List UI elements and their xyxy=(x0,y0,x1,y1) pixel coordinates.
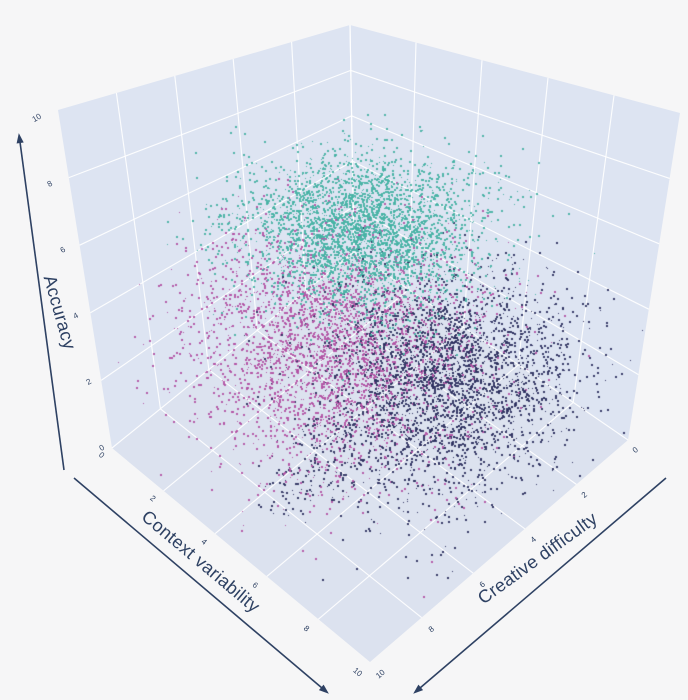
context-variability-tick-label: 10 xyxy=(351,666,364,679)
creative-difficulty-tick-label: 4 xyxy=(529,534,539,544)
context-variability-tick-label: 2 xyxy=(148,494,158,504)
context-variability-tick-label: 8 xyxy=(302,624,312,634)
creative-difficulty-tick-label: 10 xyxy=(374,667,387,680)
creative-difficulty-tick-label: 2 xyxy=(580,490,590,500)
accuracy-tick-label: 8 xyxy=(46,179,55,189)
context-variability-tick-label: 4 xyxy=(199,537,209,547)
accuracy-tick-label: 10 xyxy=(31,111,44,124)
accuracy-tick-label: 6 xyxy=(59,245,68,255)
accuracy-axis-line-arrowhead xyxy=(16,133,24,144)
context-variability-tick-label: 0 xyxy=(97,450,107,460)
context-variability-tick-label: 6 xyxy=(251,580,261,590)
accuracy-tick-label: 2 xyxy=(85,377,94,387)
creative-difficulty-tick-label: 8 xyxy=(427,624,437,634)
creative-difficulty-tick-label: 0 xyxy=(631,445,641,455)
